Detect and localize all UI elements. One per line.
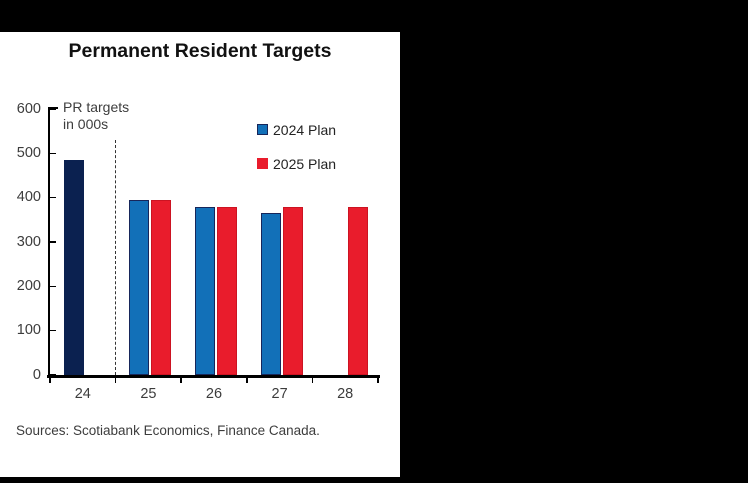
annotation-line-2: in 000s [63, 116, 109, 132]
y-tick-label: 100 [16, 322, 41, 339]
y-axis-top-cap [48, 107, 58, 109]
legend-item-2024-plan: 2024 Plan [257, 121, 337, 138]
chart-panel: Permanent Resident Targets PR targets in… [0, 32, 400, 477]
bar-2024-plan-24 [63, 159, 84, 375]
x-tick-label: 25 [140, 386, 157, 402]
x-tick-label: 24 [74, 386, 91, 402]
y-axis-tick-mark [49, 108, 57, 110]
x-axis-tick-mark [377, 378, 379, 383]
annotation-line-1: PR targets [63, 99, 130, 115]
x-axis-baseline [47, 375, 380, 378]
y-tick-label: 0 [32, 366, 41, 383]
x-tick-label: 28 [337, 386, 354, 402]
y-axis-tick-mark [49, 285, 57, 288]
y-axis-line [48, 107, 50, 375]
legend-swatch-2024-plan [257, 124, 268, 135]
x-axis-tick-mark [180, 378, 182, 383]
x-axis-tick-mark [114, 378, 117, 383]
y-tick-label: 500 [16, 144, 41, 161]
bar-2024-plan-26 [195, 206, 215, 375]
x-axis-tick-mark [311, 378, 314, 383]
x-tick-label: 26 [205, 386, 223, 402]
x-axis-tick-mark [246, 378, 248, 383]
y-axis-unit-annotation: PR targets in 000s [63, 99, 129, 133]
y-tick-label: 300 [16, 233, 41, 250]
legend-item-2025-plan: 2025 Plan [257, 155, 337, 172]
y-axis-tick-mark [49, 329, 57, 332]
legend-swatch-2025-plan [257, 158, 268, 169]
y-tick-label: 200 [16, 277, 41, 294]
x-axis-tick-mark [49, 378, 51, 383]
bar-2025-plan-28 [348, 206, 369, 375]
bar-2025-plan-25 [151, 199, 172, 375]
bar-2024-plan-25 [129, 199, 150, 375]
legend-label-2025-plan: 2025 Plan [273, 155, 337, 172]
bar-2025-plan-27 [282, 206, 303, 375]
x-tick-label: 27 [271, 386, 288, 402]
y-axis-tick-mark [49, 152, 57, 155]
y-axis-tick-mark [49, 196, 57, 199]
legend-label-2024-plan: 2024 Plan [273, 121, 337, 138]
bar-2024-plan-27 [260, 213, 281, 375]
source-note: Sources: Scotiabank Economics, Finance C… [16, 423, 320, 438]
y-tick-label: 400 [16, 189, 41, 206]
chart-title: Permanent Resident Targets [68, 40, 332, 62]
y-tick-label: 600 [16, 100, 41, 117]
bar-2025-plan-26 [217, 206, 237, 375]
forecast-separator-line [115, 140, 116, 375]
y-axis-tick-mark [49, 241, 57, 243]
